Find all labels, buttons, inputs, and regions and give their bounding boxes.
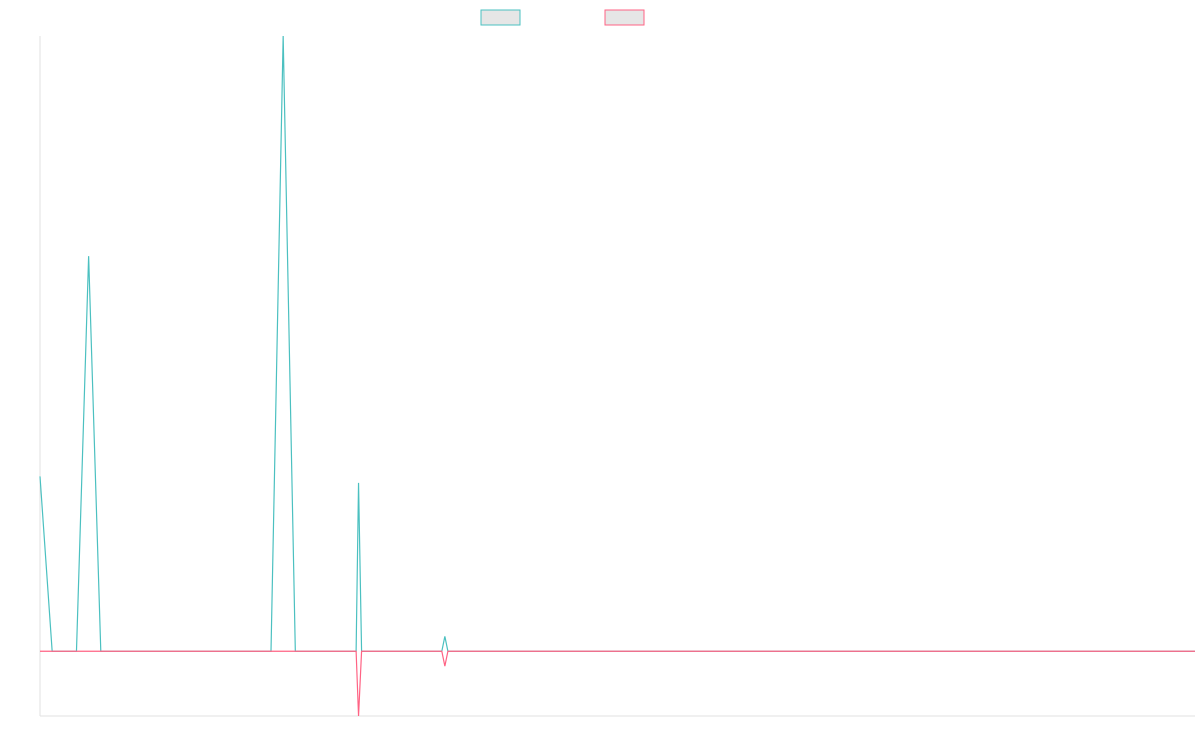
legend [480, 9, 645, 26]
series-line-1 [39, 35, 1195, 652]
series-layer [39, 35, 1195, 717]
series-line-2 [40, 650, 1195, 717]
axes [39, 36, 1195, 717]
legend-swatch-2[interactable] [604, 9, 645, 26]
legend-swatch-1[interactable] [480, 9, 521, 26]
